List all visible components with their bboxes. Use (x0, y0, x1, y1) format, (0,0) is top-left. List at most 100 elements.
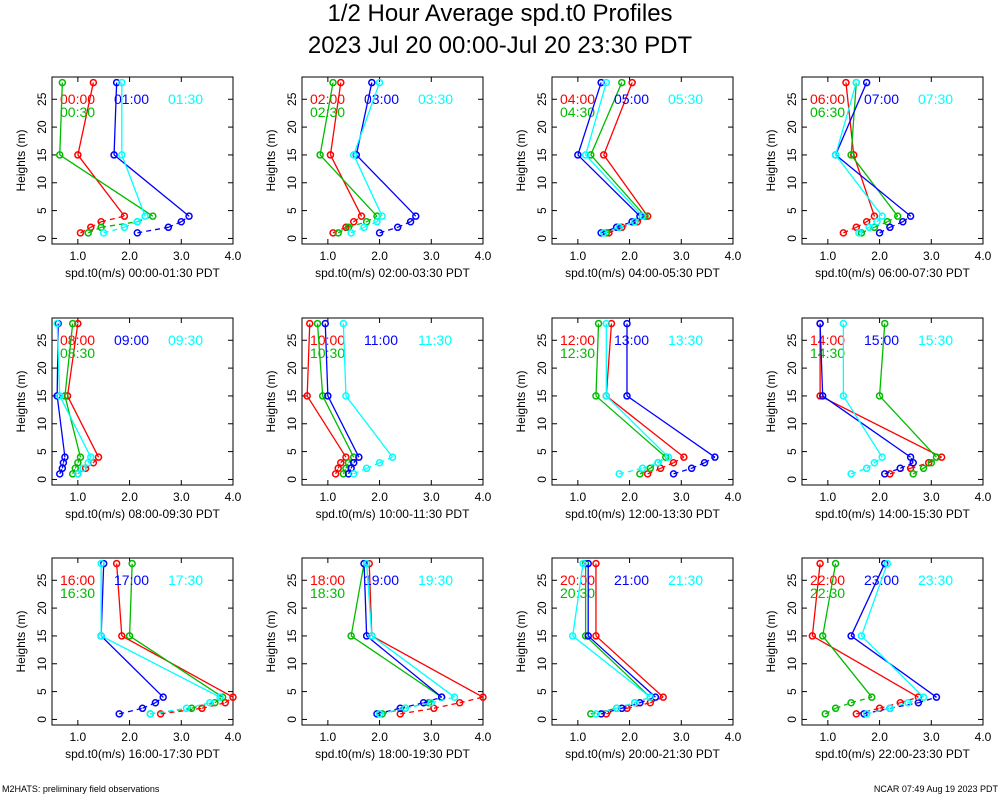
series-segment (639, 467, 651, 475)
x-tick-label: 2.0 (871, 490, 888, 504)
x-tick-label: 3.0 (423, 249, 440, 263)
plot-frame (551, 317, 734, 486)
data-point (318, 392, 327, 400)
y-axis-label: Heights (m) (764, 129, 778, 191)
x-axis-label: spd.t0(m/s) 22:00-23:30 PDT (815, 747, 970, 761)
y-tick-label: 10 (535, 176, 549, 190)
data-point (862, 710, 871, 718)
series-segment (100, 215, 125, 223)
series-cyan (831, 78, 886, 237)
data-point (365, 559, 373, 568)
series-segment (923, 462, 932, 469)
series-red (602, 319, 688, 478)
x-tick-label: 4.0 (725, 730, 742, 744)
series-segment (376, 215, 383, 223)
series-cyan (99, 78, 149, 237)
data-point (638, 464, 647, 473)
y-axis-label: Heights (m) (514, 370, 528, 432)
y-tick-label: 25 (785, 333, 799, 347)
data-point (349, 217, 358, 226)
data-point (886, 223, 894, 232)
data-point (914, 698, 923, 707)
data-point (664, 453, 673, 461)
series-segment (912, 467, 924, 475)
x-axis-label: spd.t0(m/s) 00:00-01:30 PDT (65, 266, 220, 280)
series-segment (209, 696, 221, 704)
series-segment (850, 82, 857, 155)
y-tick-label: 20 (785, 601, 799, 615)
data-point (896, 464, 905, 473)
data-point (185, 212, 193, 220)
x-tick-label: 1.0 (320, 490, 337, 504)
data-point (61, 392, 69, 400)
data-point (128, 559, 136, 568)
data-point (74, 470, 82, 478)
x-tick-label: 3.0 (673, 490, 690, 504)
data-point (597, 78, 605, 87)
series-segment (350, 563, 365, 637)
y-tick-label: 0 (785, 716, 799, 723)
series-segment (365, 563, 373, 636)
y-axis-label: Heights (m) (514, 129, 528, 191)
x-tick-label: 4.0 (475, 490, 492, 504)
data-point (831, 151, 840, 159)
series-segment (868, 221, 878, 228)
data-point (378, 212, 386, 220)
series-segment (337, 226, 349, 234)
data-point (211, 698, 219, 707)
series-segment (572, 563, 584, 637)
series-segment (585, 154, 643, 217)
y-tick-label: 20 (535, 361, 549, 375)
data-point (110, 151, 118, 159)
legend-label: 04:00 (560, 91, 595, 107)
data-point (628, 78, 636, 87)
y-tick-label: 15 (785, 148, 799, 162)
series-segment (92, 456, 100, 464)
data-point (592, 632, 600, 640)
series-blue (97, 559, 167, 718)
series-cyan (602, 319, 673, 478)
series-segment (316, 323, 324, 396)
series-segment (819, 395, 942, 458)
legend-label: 05:00 (614, 91, 649, 107)
x-tick-label: 2.0 (371, 490, 388, 504)
series-segment (626, 395, 716, 458)
series-segment (319, 82, 334, 156)
data-point (862, 464, 871, 473)
x-axis-label: spd.t0(m/s) 16:00-17:30 PDT (65, 747, 220, 761)
x-tick-label: 2.0 (121, 490, 138, 504)
y-tick-label: 0 (285, 716, 299, 723)
data-point (919, 464, 928, 473)
data-point (646, 693, 655, 701)
data-point (58, 78, 67, 87)
series-segment (874, 456, 883, 464)
legend-label: 03:00 (364, 91, 399, 107)
data-point (831, 704, 840, 713)
data-point (229, 693, 237, 701)
x-tick-label: 1.0 (320, 730, 337, 744)
series-segment (136, 215, 146, 223)
x-tick-label: 1.0 (570, 730, 587, 744)
series-segment (649, 462, 659, 469)
panel-2: 1.0 2.0 3.0 4.0 0 5 10 15 20 25 Heights (m) spd.t0(… (264, 76, 492, 280)
data-point (412, 212, 420, 220)
series-segment (350, 635, 442, 698)
y-tick-label: 5 (785, 448, 799, 455)
data-point (602, 78, 611, 87)
data-point (362, 464, 371, 473)
series-segment (353, 215, 362, 223)
series-segment (121, 635, 234, 698)
x-tick-label: 2.0 (121, 249, 138, 263)
y-tick-label: 0 (35, 235, 49, 242)
data-point (594, 319, 603, 328)
data-point (638, 212, 647, 220)
series-cyan (97, 559, 224, 718)
panel-4: 1.0 2.0 3.0 4.0 0 5 10 15 20 25 Heights (m) spd.t0(… (764, 76, 992, 280)
legend-label: 12:00 (560, 332, 595, 348)
data-point (120, 212, 129, 220)
legend-label: 15:30 (918, 332, 953, 348)
data-point (156, 710, 165, 718)
series-segment (834, 82, 857, 156)
data-point (808, 632, 817, 640)
